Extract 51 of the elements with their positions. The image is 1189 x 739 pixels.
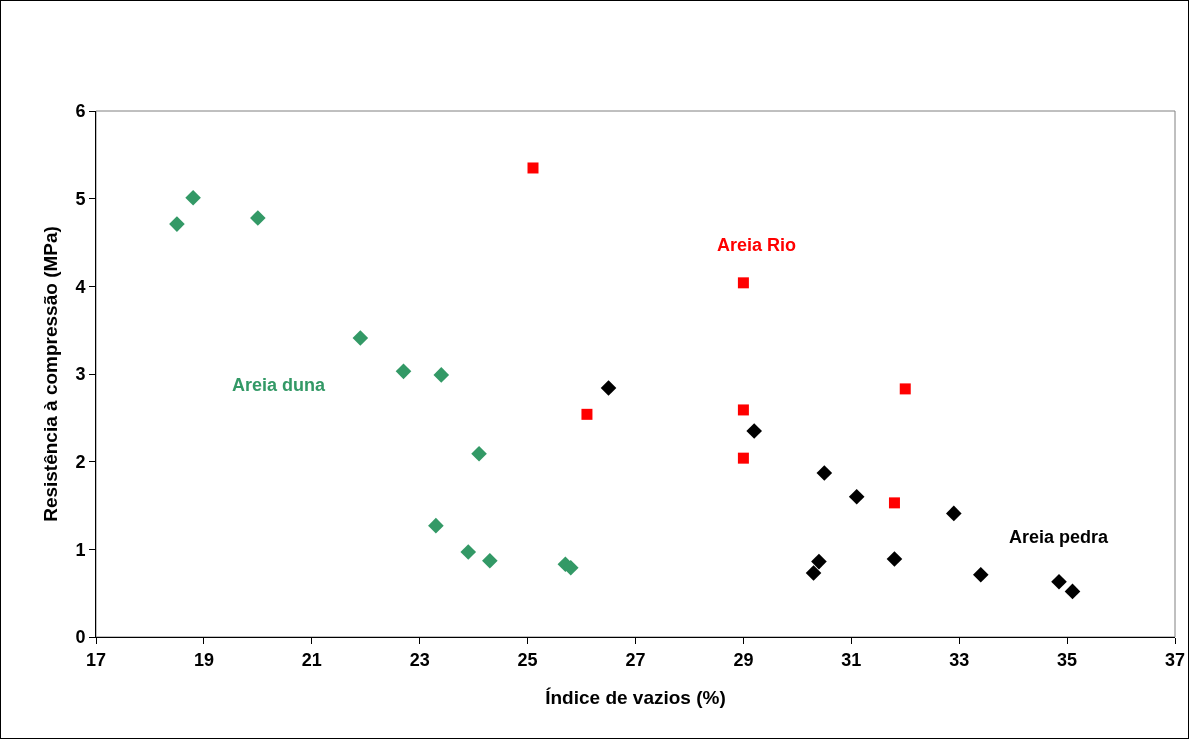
point: [816, 465, 833, 481]
point: [805, 565, 822, 581]
y-tick-label: 2: [75, 451, 86, 472]
point: [482, 552, 498, 569]
point: [433, 367, 450, 383]
point: [746, 423, 762, 439]
x-axis-title: Índice de vazios (%): [545, 687, 726, 708]
point: [352, 330, 369, 346]
point: [169, 216, 185, 232]
x-tick-label: 31: [841, 649, 862, 670]
point: [811, 553, 827, 570]
point: [185, 189, 201, 206]
y-tick-label: 6: [75, 101, 86, 122]
point: [737, 277, 749, 289]
y-axis-title: Resistência à compressão (MPa): [40, 226, 62, 522]
point: [888, 497, 900, 509]
point: [527, 162, 539, 174]
x-tick-label: 25: [517, 649, 538, 670]
series-label: Areia pedra: [1009, 527, 1110, 547]
point: [1051, 573, 1067, 590]
point: [581, 408, 593, 420]
x-tick-label: 29: [733, 649, 754, 670]
x-tick-label: 21: [301, 649, 322, 670]
y-tick-label: 0: [75, 627, 86, 648]
x-tick-label: 19: [193, 649, 214, 670]
y-tick-label: 4: [75, 276, 86, 297]
text: Areia duna: [232, 375, 327, 395]
point: [946, 505, 962, 522]
x-tick-label: 37: [1164, 649, 1186, 670]
point: [737, 452, 749, 464]
x-tick-label: 23: [409, 649, 430, 670]
point: [395, 363, 412, 380]
point: [972, 566, 989, 583]
series-label: Areia Rio: [717, 235, 797, 255]
point: [899, 383, 911, 395]
point: [737, 404, 749, 416]
point: [600, 380, 617, 396]
y-tick-label: 1: [75, 539, 86, 560]
y-tick-label: 3: [75, 364, 86, 385]
y-tick-label: 5: [75, 188, 86, 209]
x-tick-label: 27: [625, 649, 646, 670]
x-tick-label: 35: [1057, 649, 1078, 670]
point: [886, 551, 903, 567]
point: [471, 445, 487, 462]
point: [428, 517, 444, 534]
point: [460, 544, 477, 560]
point: [848, 488, 865, 505]
point: [1064, 583, 1081, 600]
point: [250, 210, 266, 226]
x-tick-label: 17: [85, 649, 107, 670]
x-tick-label: 33: [949, 649, 970, 670]
